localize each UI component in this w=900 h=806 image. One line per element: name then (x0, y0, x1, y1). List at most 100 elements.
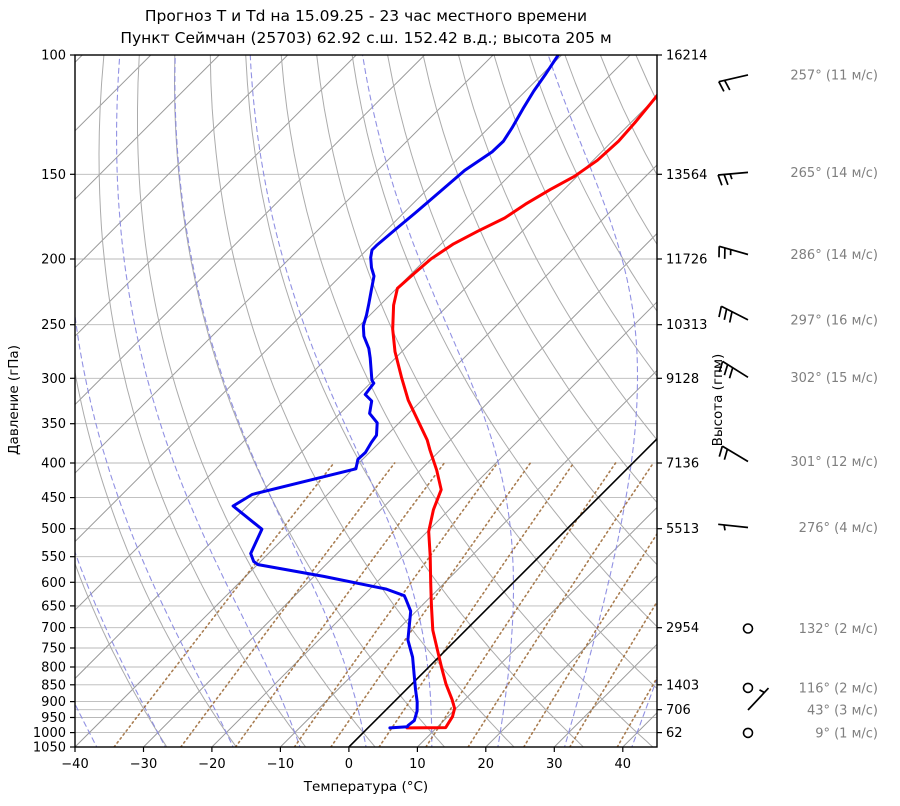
dry-adiabat-line (387, 55, 657, 566)
isotherm-line (416, 506, 657, 747)
isotherm-line (75, 95, 657, 680)
pressure-tick-label: 1000 (33, 726, 66, 741)
moist-adiabat-line (249, 55, 433, 747)
plot-frame (74, 54, 658, 748)
wind-barb (718, 360, 749, 379)
skewt-background (75, 55, 900, 747)
wind-level-label: 301° (12 м/с) (790, 455, 878, 470)
dry-adiabat-line (564, 55, 657, 246)
wind-calm-circle (742, 682, 754, 694)
height-tick-label: 9128 (666, 372, 699, 387)
chart-title-line2: Пункт Сеймчан (25703) 62.92 с.ш. 152.42 … (120, 29, 612, 47)
pressure-tick-label: 500 (41, 522, 66, 537)
wind-level-label: 276° (4 м/с) (799, 521, 878, 536)
dry-adiabat-line (599, 55, 657, 176)
wind-level-label: 302° (15 м/с) (790, 371, 878, 386)
temperature-tick-label: 10 (409, 757, 426, 772)
mixing-ratio-line (180, 462, 396, 747)
pressure-tick-label: 750 (41, 642, 66, 657)
isotherm-line (75, 55, 426, 406)
dry-adiabat-line (316, 55, 657, 690)
dry-adiabat-line (174, 55, 446, 747)
zero-isotherm-line (348, 437, 657, 747)
pressure-tick-label: 950 (41, 711, 66, 726)
dry-adiabat-line (671, 55, 900, 747)
wind-barb (718, 305, 749, 323)
temperature-tick-label: −40 (61, 757, 88, 772)
mixing-ratio-line (467, 462, 655, 747)
pressure-tick-label: 700 (41, 621, 66, 636)
dry-adiabat-line (742, 55, 900, 747)
pressure-tick-label: 850 (41, 678, 66, 693)
dry-adiabat-line (493, 55, 657, 377)
dry-adiabat-line (529, 55, 657, 313)
wind-calm-circle (742, 727, 754, 739)
wind-level-label: 297° (16 м/с) (790, 313, 878, 328)
isotherm-line (553, 643, 657, 747)
mixing-ratio-line (425, 462, 617, 747)
pressure-tick-label: 450 (41, 491, 66, 506)
height-tick-label: 16214 (666, 49, 707, 64)
moist-adiabat-line (116, 55, 301, 747)
isotherm-line (485, 575, 657, 747)
height-tick-label: 706 (666, 703, 691, 718)
dry-adiabat-line (351, 55, 657, 628)
wind-level-label: 116° (2 м/с) (799, 681, 878, 696)
wind-barb (717, 171, 749, 186)
wind-level-label: 286° (14 м/с) (790, 248, 878, 263)
dry-adiabat-line (245, 55, 584, 747)
dry-adiabat-line (75, 369, 237, 747)
temperature-tick-label: −20 (198, 757, 225, 772)
isotherm-line (75, 164, 657, 747)
temperature-tick-label: −30 (130, 757, 157, 772)
moist-adiabat-line (75, 550, 166, 747)
pressure-tick-label: 900 (41, 695, 66, 710)
pressure-tick-label: 150 (41, 168, 66, 183)
moist-adiabat-line (362, 55, 515, 747)
height-tick-label: 1403 (666, 678, 699, 693)
pressure-tick-label: 400 (41, 457, 66, 472)
wind-barb (718, 245, 749, 259)
pressure-tick-label: 350 (41, 417, 66, 432)
wind-barb (718, 445, 749, 463)
isotherm-line (75, 55, 494, 474)
isotherm-line (211, 301, 657, 747)
dry-adiabat-line (422, 55, 657, 504)
pressure-tick-label: 250 (41, 318, 66, 333)
isotherm-line (75, 55, 289, 269)
wind-level-label: 43° (3 м/с) (807, 704, 878, 719)
pressure-tick-label: 300 (41, 372, 66, 387)
moist-adiabat-line (75, 55, 234, 747)
height-tick-label: 11726 (666, 253, 707, 268)
pressure-tick-label: 650 (41, 599, 66, 614)
height-tick-label: 13564 (666, 168, 707, 183)
pressure-tick-label: 1050 (33, 741, 66, 756)
mixing-ratio-line (378, 462, 575, 747)
dry-adiabat-line (458, 55, 657, 441)
chart-title-line1: Прогноз Т и Td на 15.09.25 - 23 час мест… (144, 7, 588, 25)
isotherm-line (143, 232, 657, 747)
wind-barb (718, 523, 749, 531)
moist-adiabat-line (631, 677, 657, 747)
mixing-ratio-line (293, 462, 499, 747)
wind-level-label: 9° (1 м/с) (815, 726, 878, 741)
wind-level-label: 132° (2 м/с) (799, 622, 878, 637)
temperature-tick-label: 0 (345, 757, 353, 772)
dry-adiabat-line (280, 55, 654, 747)
mixing-ratio-line (569, 600, 657, 747)
height-tick-label: 5513 (666, 522, 699, 537)
wind-barb (718, 74, 749, 92)
temperature-tick-label: 30 (546, 757, 563, 772)
isotherm-line (622, 712, 657, 747)
height-tick-label: 10313 (666, 318, 707, 333)
mixing-ratio-line (616, 676, 657, 747)
dry-adiabat-line (137, 55, 376, 747)
wind-level-label: 257° (11 м/с) (790, 68, 878, 83)
dry-adiabat-line (707, 55, 900, 747)
pressure-tick-label: 600 (41, 576, 66, 591)
dry-adiabat-line (75, 562, 168, 747)
mixing-ratio-line (330, 462, 532, 747)
dry-adiabat-line (635, 55, 657, 103)
wind-calm-circle (742, 623, 754, 634)
